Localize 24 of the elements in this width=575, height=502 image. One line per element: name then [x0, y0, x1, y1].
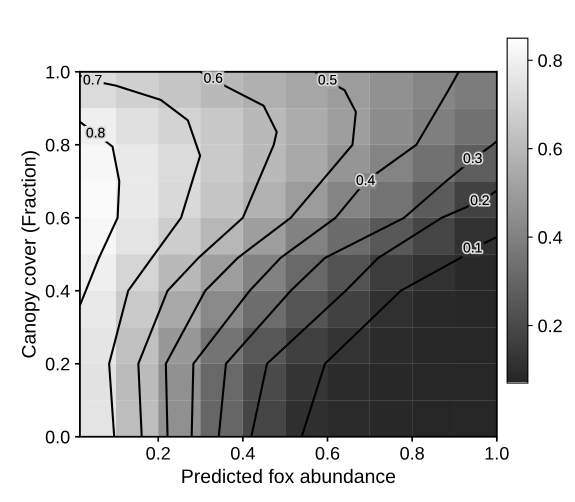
color-bar-label: 0.4: [538, 231, 562, 244]
annotation: 0.1: [464, 242, 482, 253]
color-bar-label: 0.8: [538, 54, 562, 67]
y-tick-label: 0.6: [46, 212, 70, 224]
color-bar-label: 0.2: [538, 319, 562, 332]
annotation: 0.4: [356, 175, 375, 185]
y-tick-label: 0.8: [46, 138, 70, 152]
y-axis-title: Canopy cover (Fraction): [21, 151, 40, 358]
y-tick-label: 0.2: [46, 358, 70, 370]
x-tick-label: 0.4: [231, 446, 255, 460]
annotation: 0.3: [464, 153, 482, 164]
x-tick-label: 0.6: [316, 446, 340, 460]
color-bar-label: 0.6: [538, 142, 562, 156]
x-axis-title: Predicted fox abundance: [182, 468, 396, 484]
y-tick-label: 0.0: [46, 430, 70, 444]
annotation: 0.8: [86, 128, 105, 138]
annotation: 0.2: [470, 195, 489, 206]
annotation: 0.7: [84, 74, 102, 85]
y-tick-label: 0.4: [46, 284, 70, 298]
x-tick-label: 1.0: [486, 446, 509, 460]
x-tick-label: 0.8: [400, 446, 424, 460]
y-tick-label: 1.0: [46, 66, 70, 79]
x-tick-label: 0.2: [146, 446, 170, 460]
annotation: 0.6: [204, 72, 222, 83]
